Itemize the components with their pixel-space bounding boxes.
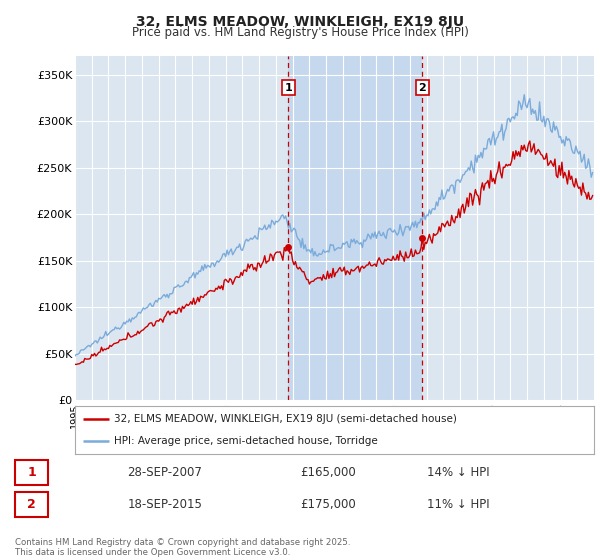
Text: Contains HM Land Registry data © Crown copyright and database right 2025.
This d: Contains HM Land Registry data © Crown c…: [15, 538, 350, 557]
Text: 18-SEP-2015: 18-SEP-2015: [127, 498, 202, 511]
FancyBboxPatch shape: [15, 492, 48, 517]
Text: Price paid vs. HM Land Registry's House Price Index (HPI): Price paid vs. HM Land Registry's House …: [131, 26, 469, 39]
Bar: [289, 56, 422, 400]
Text: 2: 2: [27, 498, 36, 511]
Text: 14% ↓ HPI: 14% ↓ HPI: [427, 466, 490, 479]
Text: 1: 1: [27, 466, 36, 479]
Text: 11% ↓ HPI: 11% ↓ HPI: [427, 498, 490, 511]
Text: £165,000: £165,000: [300, 466, 356, 479]
Text: 2: 2: [419, 83, 426, 92]
FancyBboxPatch shape: [15, 460, 48, 485]
Text: HPI: Average price, semi-detached house, Torridge: HPI: Average price, semi-detached house,…: [114, 436, 377, 446]
Text: 32, ELMS MEADOW, WINKLEIGH, EX19 8JU (semi-detached house): 32, ELMS MEADOW, WINKLEIGH, EX19 8JU (se…: [114, 414, 457, 424]
Text: 32, ELMS MEADOW, WINKLEIGH, EX19 8JU: 32, ELMS MEADOW, WINKLEIGH, EX19 8JU: [136, 15, 464, 29]
Text: 1: 1: [284, 83, 292, 92]
Text: 28-SEP-2007: 28-SEP-2007: [127, 466, 202, 479]
Text: £175,000: £175,000: [300, 498, 356, 511]
